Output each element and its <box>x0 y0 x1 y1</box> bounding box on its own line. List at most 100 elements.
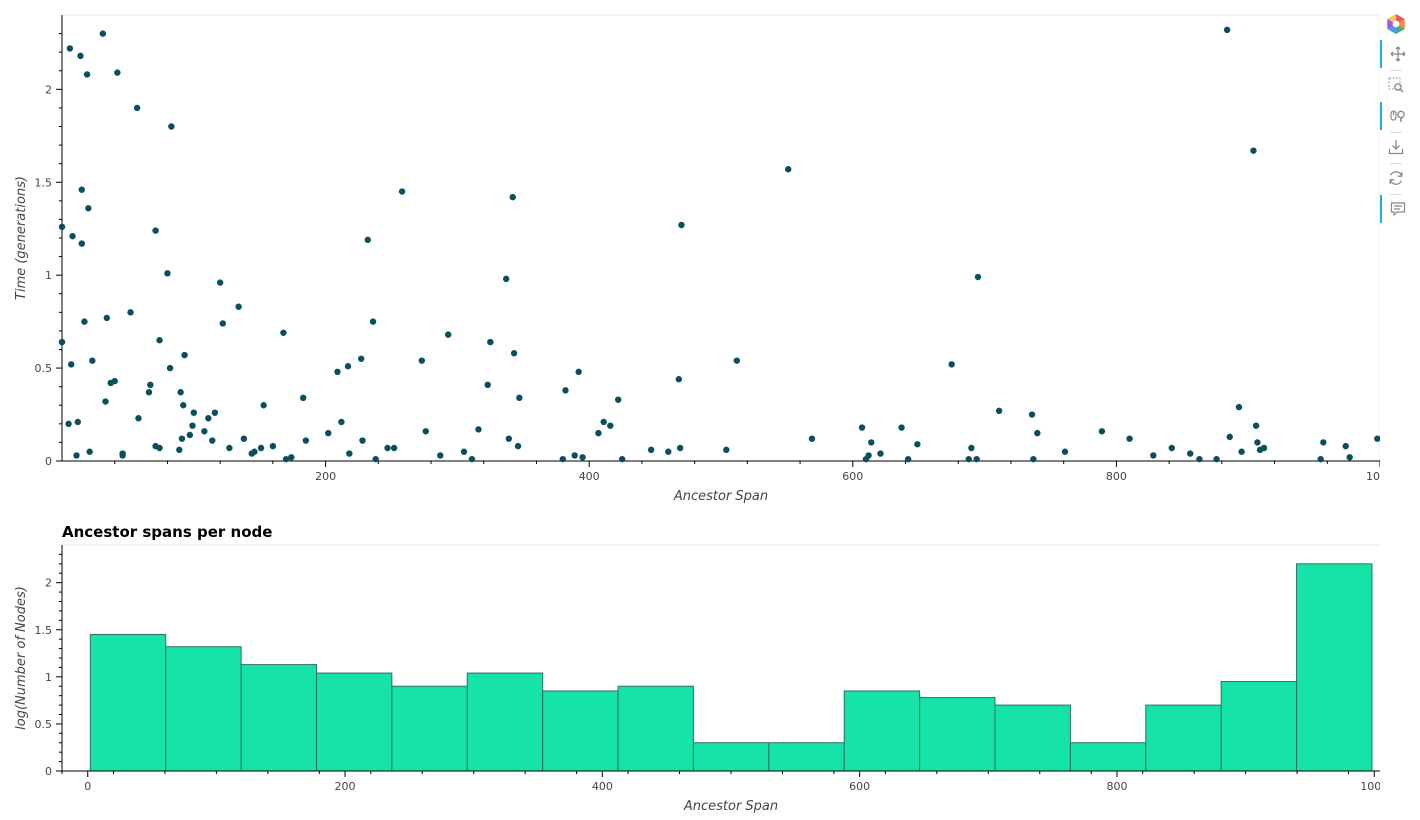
scatter-point <box>114 69 121 76</box>
scatter-point <box>189 422 196 429</box>
y-axis-title: Time (generations) <box>14 176 29 300</box>
scatter-point <box>559 455 567 463</box>
scatter-point <box>968 444 975 452</box>
reset-tool[interactable] <box>1380 164 1412 192</box>
scatter-point <box>484 381 491 389</box>
scatter-point <box>1238 448 1245 455</box>
scatter-point <box>78 186 85 193</box>
y-tick-label: 0 <box>45 765 52 778</box>
scatter-point <box>240 435 248 442</box>
scatter-point <box>468 455 476 463</box>
scatter-point <box>81 318 88 325</box>
reset-icon <box>1389 171 1403 185</box>
scatter-point <box>647 446 655 454</box>
y-tick-label: 1.5 <box>35 176 53 189</box>
scatter-point <box>618 455 626 463</box>
scatter-point <box>1061 448 1069 455</box>
scatter-point <box>211 409 219 416</box>
scatter-point <box>678 221 685 229</box>
scatter-point <box>1260 444 1268 452</box>
scatter-point <box>1150 452 1157 459</box>
scatter-point <box>226 444 233 452</box>
histogram-bar <box>542 690 619 772</box>
histogram-bar <box>994 704 1071 772</box>
save-tool[interactable] <box>1380 133 1412 161</box>
scatter-point <box>575 368 582 375</box>
scatter-point <box>1213 455 1220 463</box>
scatter-point <box>176 446 183 454</box>
scatter-point <box>58 223 66 231</box>
scatter-point <box>1098 428 1106 435</box>
scatter-point <box>390 444 398 452</box>
scatter-point <box>86 448 93 455</box>
scatter-point <box>571 452 578 459</box>
scatter-point <box>948 361 955 368</box>
scatter-point <box>614 396 622 403</box>
scatter-point <box>66 45 74 52</box>
scatter-point <box>58 338 66 346</box>
scatter-point <box>65 420 72 428</box>
scatter-point <box>1250 147 1257 154</box>
scatter-point <box>68 361 75 368</box>
scatter-point <box>675 376 683 383</box>
wheel-zoom-icon <box>1390 110 1405 122</box>
scatter-point <box>235 303 242 310</box>
y-tick-label: 2 <box>45 577 52 590</box>
scatter-point <box>898 424 905 431</box>
scatter-point <box>1126 435 1133 442</box>
histogram-bar <box>89 633 167 772</box>
scatter-point <box>133 104 141 112</box>
x-tick-label: 600 <box>849 780 870 793</box>
x-tick-label: 800 <box>1106 470 1127 483</box>
scatter-point <box>85 205 92 212</box>
toolbar-separator <box>1390 163 1402 164</box>
histogram-bar <box>1069 742 1147 772</box>
scatter-point <box>77 52 84 60</box>
scatter-point <box>723 446 730 454</box>
scatter-point <box>444 331 452 338</box>
pan-tool[interactable] <box>1380 40 1414 68</box>
scatter-point <box>180 402 187 409</box>
scatter-point <box>145 389 153 396</box>
x-tick-label: 600 <box>842 470 863 483</box>
scatter-point <box>338 418 345 426</box>
y-tick-label: 1.5 <box>35 624 53 637</box>
bokeh-logo-icon[interactable] <box>1380 10 1412 38</box>
hover-tool[interactable] <box>1380 195 1414 223</box>
scatter-point <box>904 455 912 463</box>
histogram-plot: Ancestor spans per node 0 0.5 1 1.5 2 0 200 400 6… <box>14 523 1380 814</box>
scatter-plot: 0 0.5 1 1.5 2 200 400 600 800 1000 Ancestor Span Ti… <box>14 14 1380 504</box>
scatter-point <box>102 398 109 405</box>
wheel-zoom-tool[interactable] <box>1380 102 1414 130</box>
x-tick-label: 200 <box>315 470 336 483</box>
scatter-point <box>260 402 267 409</box>
scatter-point <box>219 320 226 327</box>
scatter-point <box>418 357 426 364</box>
scatter-point <box>251 448 258 455</box>
scatter-point <box>89 357 96 364</box>
scatter-point <box>1254 439 1261 446</box>
scatter-point <box>995 407 1003 415</box>
scatter-point <box>69 232 76 240</box>
scatter-point <box>190 409 197 416</box>
scatter-point <box>502 275 510 283</box>
histogram-bar <box>1145 704 1222 772</box>
scatter-point <box>914 441 921 448</box>
scatter-point <box>73 452 80 459</box>
scatter-point <box>475 426 482 433</box>
scatter-point <box>1030 455 1037 463</box>
box-zoom-tool[interactable] <box>1380 71 1412 99</box>
scatter-point <box>973 455 980 463</box>
scatter-point <box>422 428 429 435</box>
scatter-point <box>579 454 586 461</box>
histogram-bar <box>391 685 468 772</box>
y-tick-label: 0.5 <box>35 718 53 731</box>
scatter-point <box>1034 429 1041 437</box>
scatter-point <box>665 448 672 455</box>
x-axis-title: Ancestor Span <box>683 799 778 814</box>
scatter-point <box>209 437 216 444</box>
histogram-bar <box>843 690 921 772</box>
scatter-point <box>372 455 379 463</box>
scatter-point <box>119 452 126 459</box>
scatter-point <box>1320 439 1327 446</box>
